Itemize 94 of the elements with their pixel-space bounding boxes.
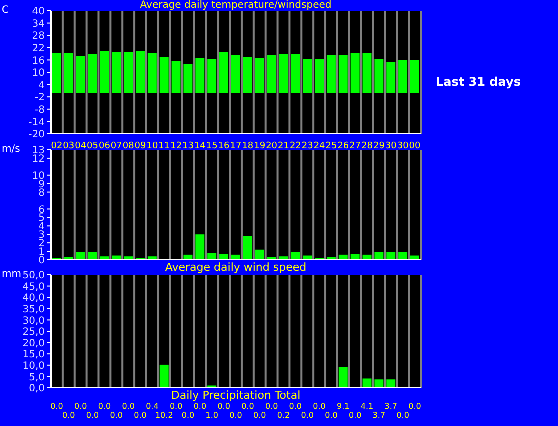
y-axis-title: mm (2, 269, 22, 280)
x-tick-label: 13 (182, 141, 194, 152)
y-tick-label: -14 (28, 117, 45, 128)
y-tick-label: 0 (38, 256, 45, 267)
y-tick-label: -8 (35, 104, 45, 116)
data-label: 0.0 (313, 402, 326, 411)
y-tick-label: 35,0 (22, 304, 45, 316)
data-label: 0.0 (254, 411, 266, 420)
x-tick-label: 19 (254, 141, 266, 152)
data-label: 3.7 (384, 402, 398, 411)
y-tick-label: -20 (28, 130, 45, 141)
x-tick-label: 24 (314, 141, 326, 152)
x-tick-label: 03 (63, 141, 75, 152)
x-tick-label: 18 (242, 141, 254, 152)
data-label: 10.2 (155, 411, 174, 420)
chart-title: Average daily temperature/windspeed (139, 0, 333, 11)
x-tick-label: 12 (170, 141, 182, 152)
data-label: 0.4 (146, 402, 159, 411)
data-label: 0.2 (277, 411, 290, 420)
x-tick-label: 25 (326, 141, 338, 152)
data-label: 0.0 (265, 402, 278, 411)
data-label: 0.0 (230, 411, 242, 420)
data-label: 0.0 (289, 402, 302, 411)
x-tick-label: 04 (75, 141, 87, 152)
data-label: 0.0 (74, 402, 88, 411)
x-tick-label: 28 (362, 141, 374, 152)
x-tick-label: 27 (350, 141, 362, 152)
y-tick-label: -2 (35, 92, 45, 104)
y-tick-label: 50,0 (22, 270, 45, 282)
y-tick-label: 5,0 (29, 372, 45, 384)
x-tick-label: 10 (146, 141, 158, 152)
data-label: 0.0 (301, 411, 314, 420)
x-tick-label: 05 (87, 141, 98, 152)
y-tick-label: 10,0 (22, 360, 45, 372)
x-tick-label: 29 (374, 141, 386, 152)
data-label: 0.0 (242, 402, 254, 411)
y-tick-label: 4 (38, 80, 45, 92)
data-label: 0.0 (50, 402, 64, 411)
x-tick-label: 15 (206, 141, 218, 152)
data-label: 3.7 (372, 411, 386, 420)
y-tick-label: 40,0 (22, 293, 45, 304)
data-label: 1.0 (206, 411, 218, 420)
data-label: 0.0 (194, 402, 207, 411)
text: Last 31 days (436, 75, 521, 89)
data-label: 0.0 (408, 402, 422, 411)
y-tick-label: 10 (32, 68, 45, 80)
y-tick-label: 40 (32, 6, 45, 18)
data-label: 9.1 (337, 402, 350, 411)
data-label: 0.0 (396, 411, 410, 420)
x-tick-label: 11 (158, 141, 170, 152)
y-axis-title: m/s (2, 144, 20, 155)
y-tick-label: 30,0 (22, 316, 45, 327)
y-tick-label: 22 (32, 43, 45, 54)
x-tick-label: 08 (122, 141, 135, 152)
x-tick-label: 30 (397, 141, 410, 152)
data-label: 0.0 (348, 411, 362, 420)
y-tick-label: 20,0 (22, 338, 45, 350)
data-label: 0.0 (325, 411, 338, 420)
x-axis-title: Daily Precipitation Total (170, 389, 302, 402)
x-tick-label: 09 (134, 141, 147, 152)
data-label: 0.0 (122, 402, 135, 411)
data-label: 0.0 (98, 402, 112, 411)
x-tick-label: 23 (302, 141, 314, 152)
data-label: 0.0 (182, 411, 195, 420)
x-tick-label: 26 (338, 141, 350, 152)
x-tick-label: 14 (194, 141, 206, 152)
x-tick-label: 22 (290, 141, 302, 152)
y-tick-label: 45,0 (22, 282, 45, 293)
y-tick-label: 12 (32, 154, 45, 166)
data-label: 0.0 (218, 402, 230, 411)
x-tick-label: 07 (110, 141, 122, 152)
data-label: 4.1 (360, 402, 374, 411)
x-tick-label: 00 (409, 141, 422, 152)
y-tick-label: 15,0 (22, 350, 45, 361)
x-tick-label: 06 (98, 141, 111, 152)
data-label: 0.0 (86, 411, 100, 420)
y-tick-label: 8 (38, 188, 45, 199)
y-tick-label: 25,0 (22, 327, 45, 338)
data-label: 0.0 (62, 411, 76, 420)
x-tick-label: 20 (266, 141, 278, 152)
x-axis-title: Average daily wind speed (164, 261, 308, 274)
data-label: 0.0 (110, 411, 124, 420)
x-tick-label: 30 (385, 141, 398, 152)
x-tick-label: 17 (230, 141, 242, 152)
y-tick-label: 16 (32, 56, 45, 67)
y-axis-title: C (2, 5, 9, 16)
data-label: 0.0 (170, 402, 183, 411)
x-tick-label: 21 (278, 141, 290, 152)
data-label: 0.0 (134, 411, 147, 420)
x-tick-label: 02 (51, 141, 63, 152)
y-tick-label: 0,0 (29, 384, 45, 395)
x-tick-label: 16 (218, 141, 230, 152)
y-tick-label: 28 (32, 31, 45, 42)
y-tick-label: 34 (32, 18, 45, 30)
